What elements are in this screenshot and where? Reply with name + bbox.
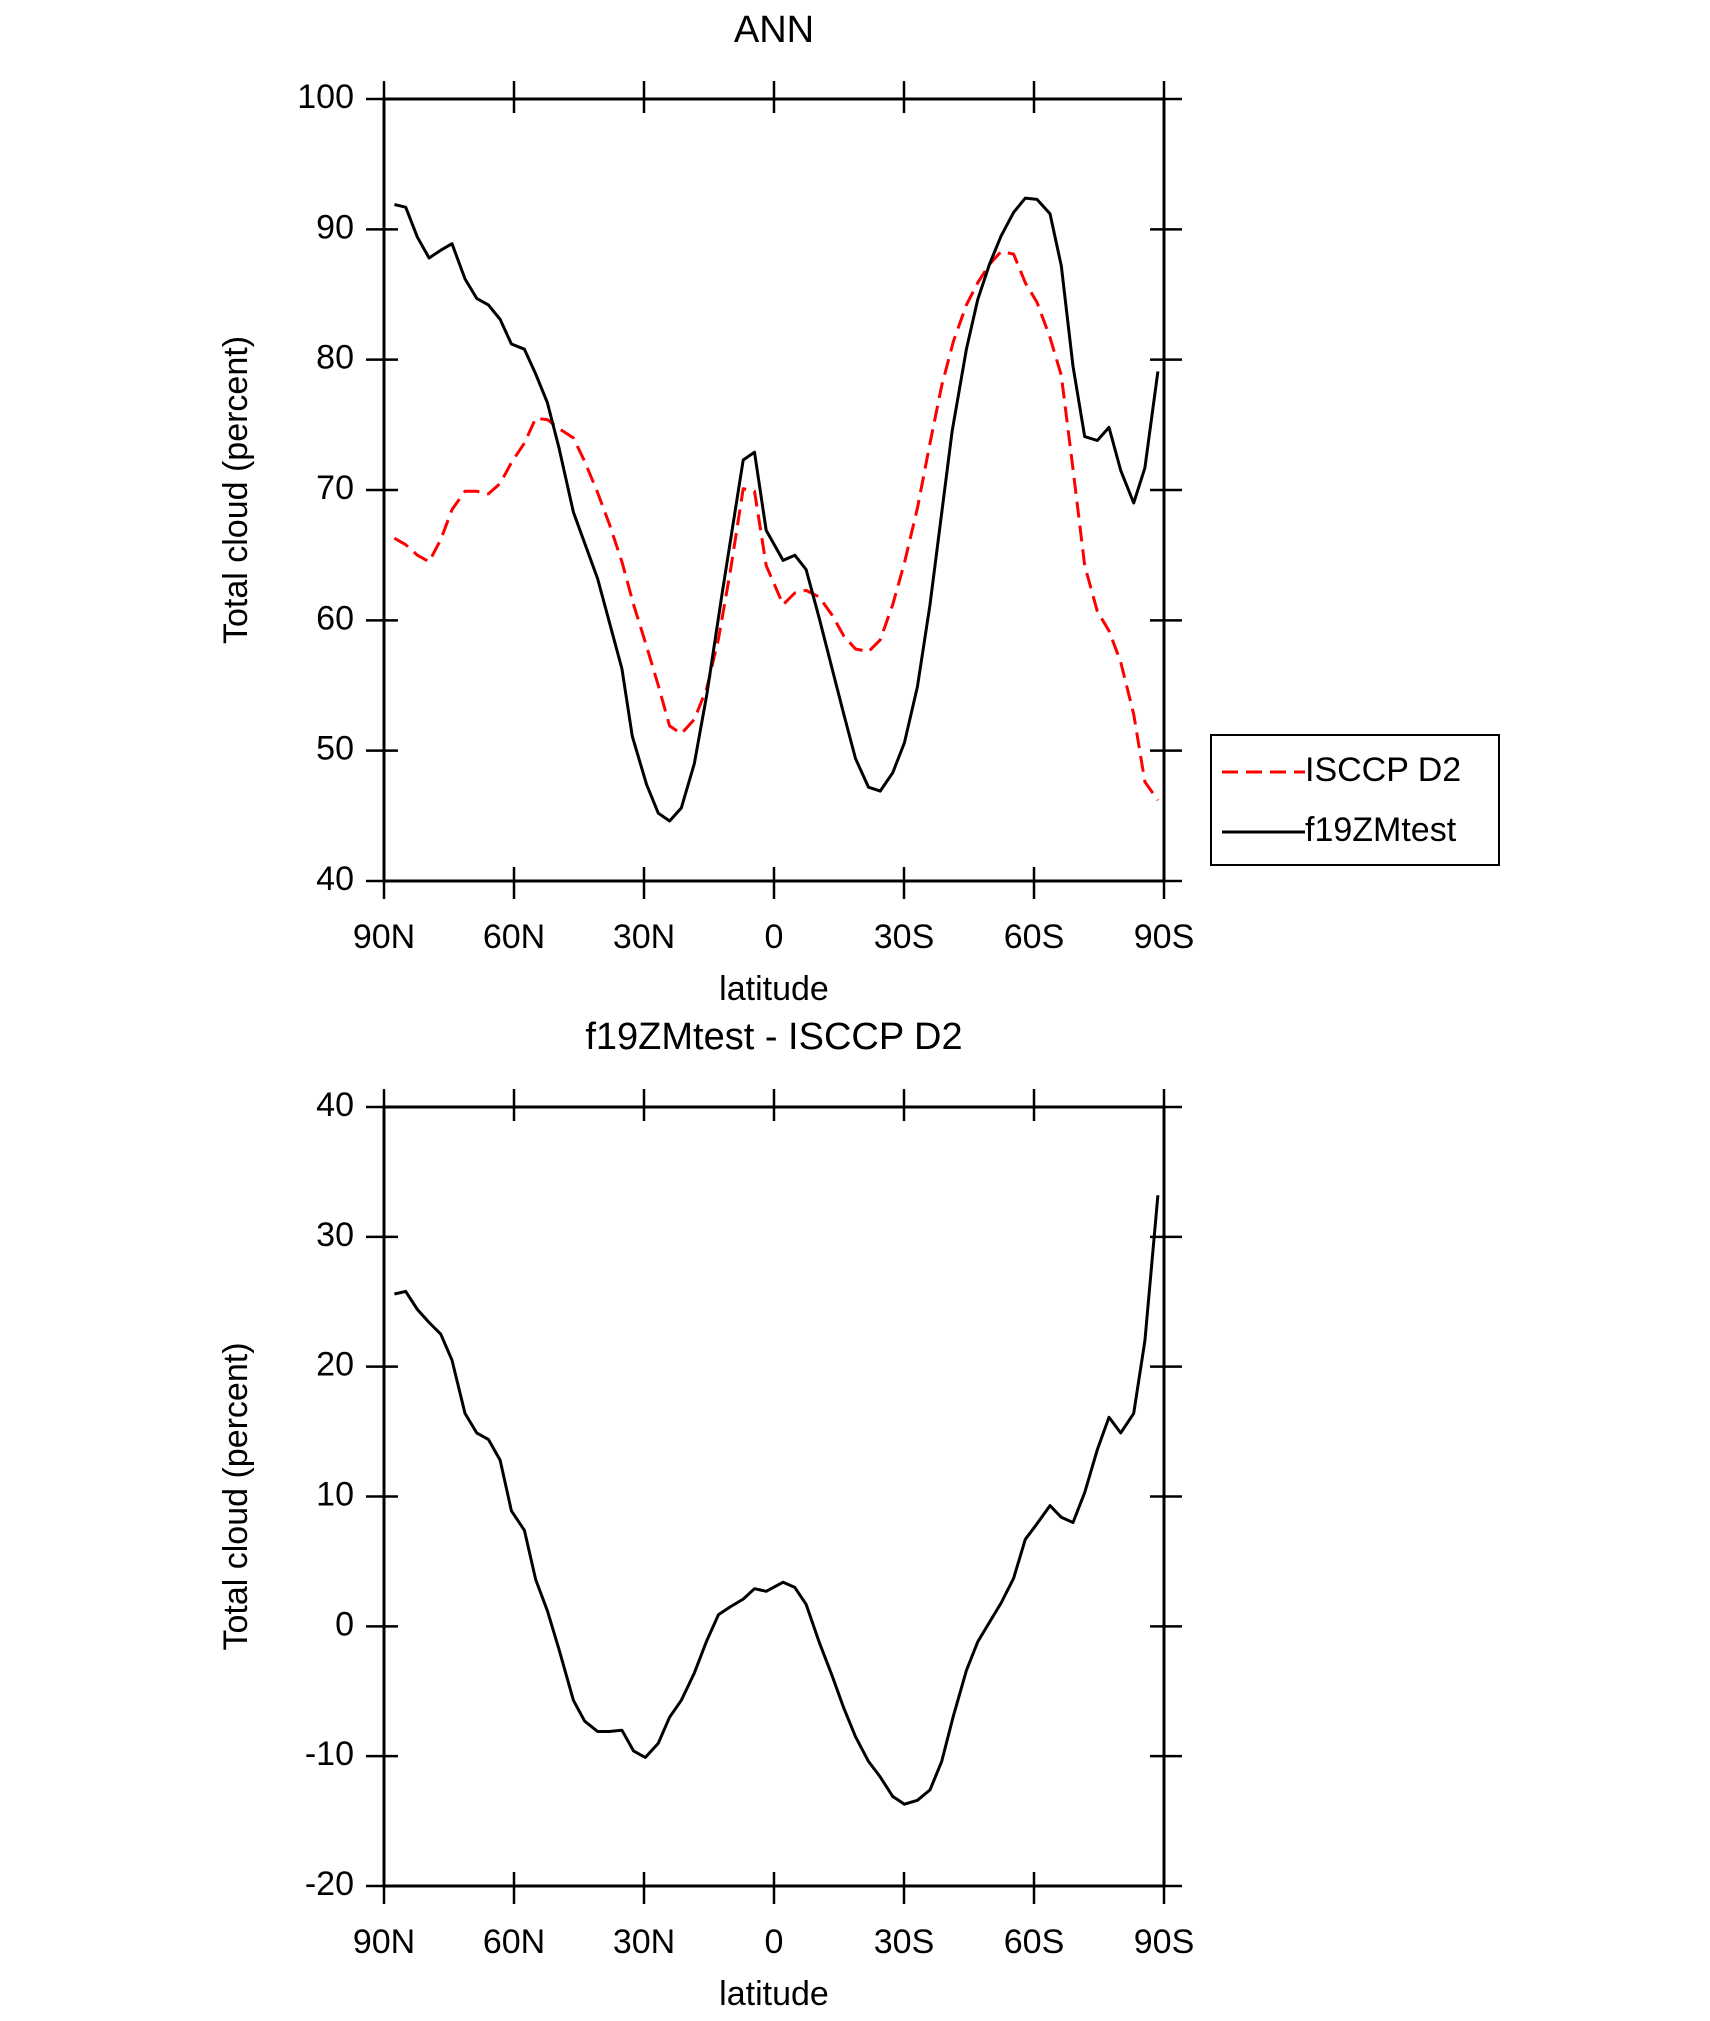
y-tick-label: 90 (316, 208, 354, 246)
y-tick-label: -20 (305, 1865, 354, 1903)
y-tick-label: 60 (316, 599, 354, 637)
y-tick-label: 20 (316, 1346, 354, 1384)
legend-box (1210, 734, 1500, 866)
x-tick-label: 0 (765, 918, 784, 956)
y-tick-label: 50 (316, 730, 354, 768)
data-line (393, 250, 1160, 802)
x-tick-label: 90N (353, 918, 415, 956)
x-tick-label: 90N (353, 1923, 415, 1961)
x-tick-label: 60S (1004, 1923, 1065, 1961)
x-tick-label: 30N (613, 918, 675, 956)
x-tick-label: 90S (1134, 918, 1195, 956)
data-line (394, 196, 1160, 823)
y-tick-label: 100 (297, 78, 354, 116)
y-tick-label: 70 (316, 469, 354, 507)
y-axis-label: Total cloud (percent) (217, 336, 255, 644)
x-tick-label: 0 (765, 1923, 784, 1961)
chart-title: ANN (734, 9, 814, 51)
y-tick-label: 10 (316, 1475, 354, 1513)
y-tick-label: 40 (316, 1086, 354, 1124)
y-tick-label: 30 (316, 1216, 354, 1254)
y-tick-label: -10 (305, 1735, 354, 1773)
x-tick-label: 60S (1004, 918, 1065, 956)
x-tick-label: 30N (613, 1923, 675, 1961)
x-axis-label: latitude (719, 1975, 829, 2013)
plot-frame (382, 1105, 1166, 1888)
data-line (394, 1195, 1160, 1806)
plot-frame (382, 97, 1166, 883)
y-tick-label: 80 (316, 339, 354, 377)
x-tick-label: 90S (1134, 1923, 1195, 1961)
x-axis-label: latitude (719, 970, 829, 1008)
x-tick-label: 30S (874, 918, 935, 956)
legend-label: f19ZMtest (1305, 811, 1457, 849)
chart-title: f19ZMtest - ISCCP D2 (585, 1016, 962, 1058)
y-axis-label: Total cloud (percent) (217, 1342, 255, 1650)
y-tick-label: 0 (335, 1605, 354, 1643)
legend-label: ISCCP D2 (1305, 751, 1461, 789)
y-tick-label: 40 (316, 860, 354, 898)
x-tick-label: 30S (874, 1923, 935, 1961)
x-tick-label: 60N (483, 918, 545, 956)
x-tick-label: 60N (483, 1923, 545, 1961)
